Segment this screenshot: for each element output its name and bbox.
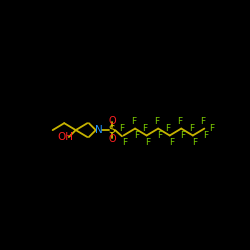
Text: F: F (134, 131, 139, 140)
Text: F: F (154, 117, 159, 126)
Text: F: F (189, 124, 194, 133)
Text: F: F (120, 124, 124, 133)
Text: F: F (200, 117, 205, 126)
Text: O: O (108, 116, 116, 126)
Text: F: F (146, 138, 151, 147)
Text: F: F (169, 138, 174, 147)
Text: F: F (203, 131, 208, 140)
Text: F: F (166, 124, 171, 133)
Text: F: F (142, 124, 148, 133)
Text: N: N (95, 125, 103, 135)
Text: F: F (131, 117, 136, 126)
Text: OH: OH (57, 132, 73, 142)
Text: F: F (192, 138, 197, 147)
Text: O: O (108, 134, 116, 144)
Text: F: F (177, 117, 182, 126)
Text: S: S (109, 125, 115, 135)
Text: F: F (180, 131, 185, 140)
Text: F: F (210, 124, 214, 133)
Text: F: F (157, 131, 162, 140)
Text: F: F (122, 138, 128, 147)
